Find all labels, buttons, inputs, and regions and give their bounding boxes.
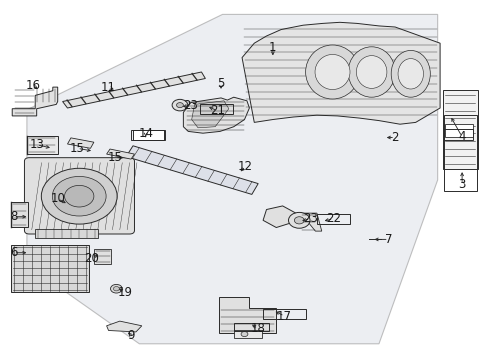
Polygon shape: [300, 213, 321, 231]
Ellipse shape: [41, 168, 117, 224]
Text: 23: 23: [183, 99, 198, 112]
Circle shape: [172, 99, 187, 111]
Text: 4: 4: [457, 130, 465, 143]
Text: 20: 20: [84, 252, 99, 265]
Polygon shape: [233, 330, 261, 338]
Bar: [443, 129, 472, 140]
Circle shape: [113, 287, 119, 291]
Text: 14: 14: [138, 127, 153, 140]
Text: 9: 9: [127, 329, 135, 342]
Circle shape: [110, 284, 122, 293]
Ellipse shape: [64, 185, 94, 207]
Text: 15: 15: [70, 142, 84, 155]
Text: 21: 21: [210, 104, 224, 117]
Text: 12: 12: [238, 160, 252, 173]
Bar: [199, 104, 232, 114]
Text: 15: 15: [107, 151, 122, 164]
Polygon shape: [94, 249, 111, 264]
Ellipse shape: [314, 54, 349, 90]
Ellipse shape: [52, 176, 106, 216]
Polygon shape: [12, 87, 58, 116]
Polygon shape: [444, 124, 472, 137]
Text: 1: 1: [268, 41, 276, 54]
Text: 7: 7: [384, 233, 392, 246]
Ellipse shape: [356, 56, 386, 89]
Text: 5: 5: [217, 77, 224, 90]
Bar: [316, 214, 349, 224]
Bar: [133, 130, 164, 140]
Polygon shape: [442, 90, 477, 169]
Bar: [233, 323, 268, 331]
Text: 13: 13: [29, 138, 44, 151]
FancyBboxPatch shape: [24, 158, 134, 234]
Text: 22: 22: [325, 212, 340, 225]
Polygon shape: [183, 97, 249, 133]
Polygon shape: [191, 101, 228, 128]
Circle shape: [294, 217, 304, 224]
Polygon shape: [106, 149, 134, 159]
Polygon shape: [106, 321, 142, 332]
Bar: [263, 309, 305, 319]
Circle shape: [176, 103, 183, 108]
Text: 18: 18: [250, 322, 265, 335]
Text: 19: 19: [117, 286, 132, 299]
Circle shape: [241, 332, 247, 337]
Polygon shape: [263, 206, 295, 228]
Ellipse shape: [305, 45, 359, 99]
Bar: [443, 115, 476, 191]
Polygon shape: [27, 14, 437, 344]
Polygon shape: [62, 72, 205, 108]
Text: 11: 11: [101, 81, 116, 94]
Polygon shape: [35, 229, 98, 238]
Polygon shape: [126, 146, 258, 194]
Bar: [131, 130, 164, 140]
Polygon shape: [27, 136, 58, 154]
Text: 3: 3: [457, 178, 465, 191]
Circle shape: [288, 212, 309, 228]
Polygon shape: [219, 297, 276, 333]
Text: 23: 23: [303, 212, 317, 225]
Text: 16: 16: [26, 79, 41, 92]
Ellipse shape: [347, 47, 394, 97]
Polygon shape: [11, 245, 89, 292]
Polygon shape: [67, 138, 94, 148]
Text: 2: 2: [390, 131, 398, 144]
Text: 6: 6: [10, 246, 18, 259]
Text: 10: 10: [50, 192, 65, 205]
Polygon shape: [11, 202, 28, 227]
Polygon shape: [242, 22, 439, 124]
Text: 17: 17: [277, 310, 291, 323]
Text: 8: 8: [10, 210, 18, 223]
Ellipse shape: [390, 50, 429, 97]
Ellipse shape: [397, 59, 423, 89]
